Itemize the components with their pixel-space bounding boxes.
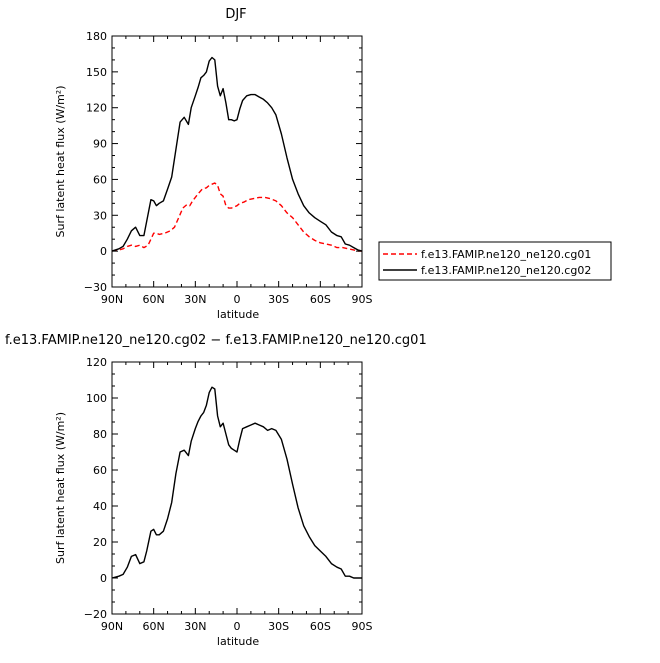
x-axis-label: latitude [217, 308, 259, 321]
x-tick-label: 30S [268, 293, 289, 306]
x-tick-label: 60S [310, 620, 331, 633]
x-tick-label: 90S [352, 293, 373, 306]
series-line-2 [111, 56, 363, 252]
plot-frame [111, 361, 363, 615]
y-tick-label: 0 [100, 245, 107, 258]
y-tick-label: 120 [86, 102, 107, 115]
y-axis-label: Surf latent heat flux (W/m²) [54, 412, 67, 564]
plot-frame [111, 35, 363, 288]
y-tick-label: 60 [93, 173, 107, 186]
legend-label-1: f.e13.FAMIP.ne120_ne120.cg01 [421, 248, 591, 261]
y-tick-label: 150 [86, 66, 107, 79]
y-tick-label: 80 [93, 428, 107, 441]
legend-label-2: f.e13.FAMIP.ne120_ne120.cg02 [421, 264, 591, 277]
x-tick-label: 30N [184, 620, 206, 633]
y-tick-label: 60 [93, 464, 107, 477]
x-tick-label: 0 [234, 620, 241, 633]
y-tick-label: 90 [93, 138, 107, 151]
x-tick-label: 60N [143, 293, 165, 306]
x-tick-label: 0 [234, 293, 241, 306]
y-tick-label: 0 [100, 572, 107, 585]
x-tick-label: 60S [310, 293, 331, 306]
y-tick-label: 100 [86, 392, 107, 405]
x-tick-label: 30S [268, 620, 289, 633]
top-panel: DJF 90N 60N 30N 0 30S 60S 90S −30 0 30 60 90 120 150 18… [54, 7, 612, 321]
y-tick-label: 40 [93, 500, 107, 513]
x-tick-label: 60N [143, 620, 165, 633]
x-tick-label: 90N [101, 293, 123, 306]
legend-box [378, 241, 612, 281]
y-tick-label: 20 [93, 536, 107, 549]
series-line-1 [111, 182, 362, 252]
y-tick-label: −20 [84, 608, 107, 621]
x-tick-label: 30N [184, 293, 206, 306]
y-axis-label: Surf latent heat flux (W/m²) [54, 86, 67, 238]
x-tick-label: 90N [101, 620, 123, 633]
x-tick-label: 90S [352, 620, 373, 633]
y-tick-label: 180 [86, 30, 107, 43]
series-line-1 [111, 386, 362, 579]
y-tick-label: 30 [93, 209, 107, 222]
chart-title: f.e13.FAMIP.ne120_ne120.cg02 − f.e13.FAM… [5, 333, 427, 348]
chart-title: DJF [225, 7, 246, 22]
y-tick-label: 120 [86, 356, 107, 369]
y-tick-label: −30 [84, 281, 107, 294]
x-axis-label: latitude [217, 635, 259, 648]
bottom-panel: f.e13.FAMIP.ne120_ne120.cg02 − f.e13.FAM… [5, 333, 427, 648]
